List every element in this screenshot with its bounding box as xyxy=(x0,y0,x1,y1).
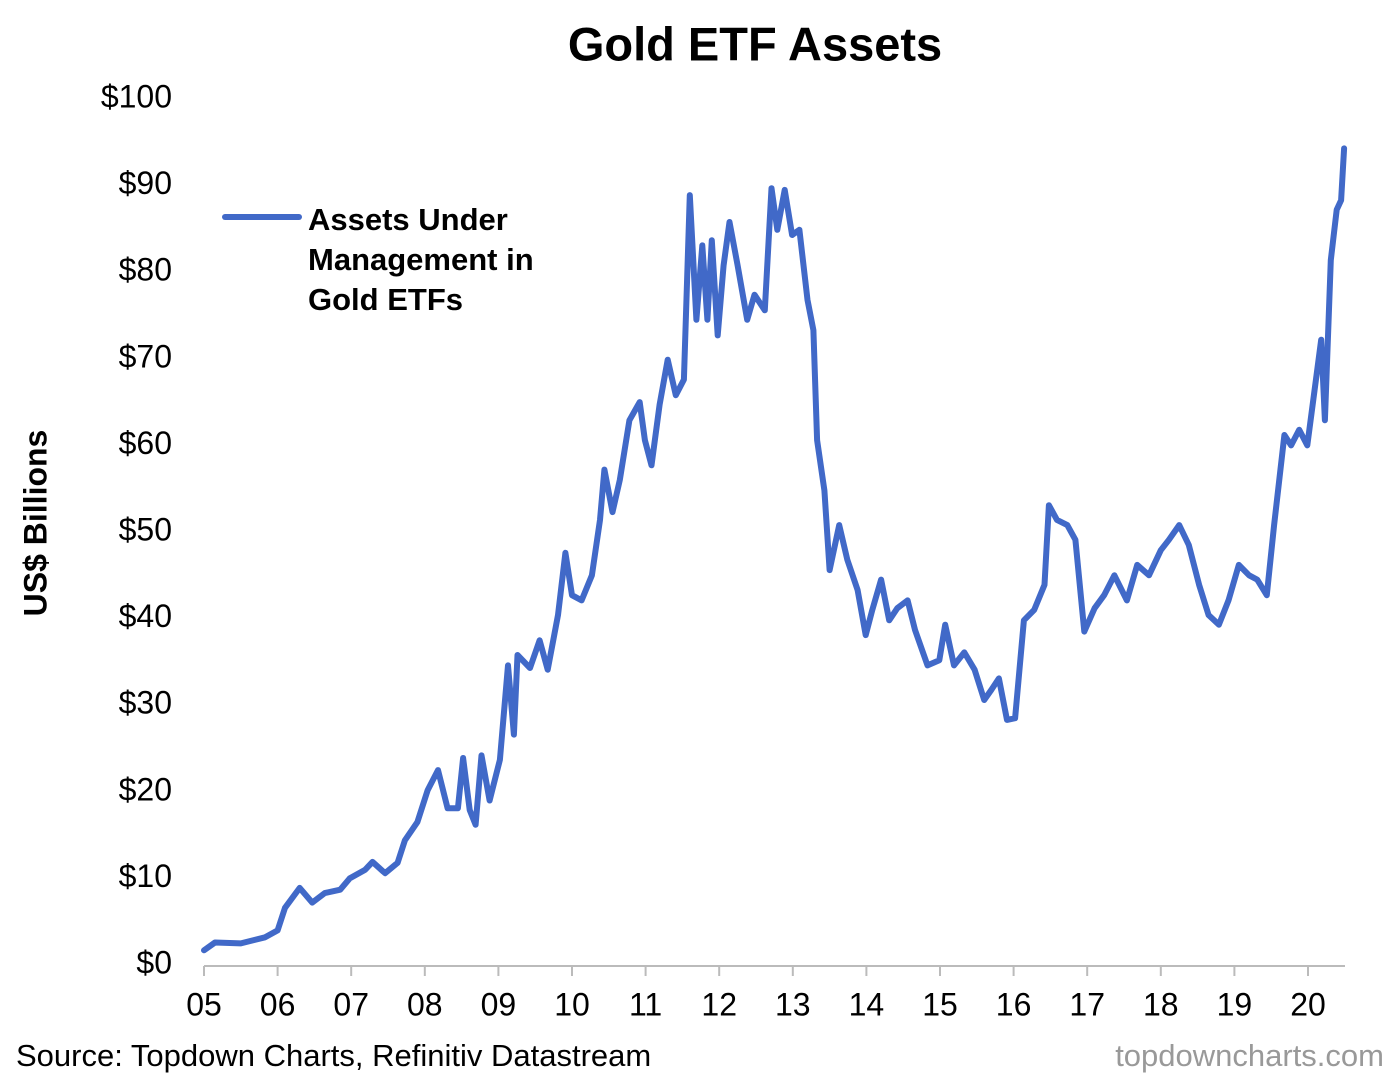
y-tick-label: $90 xyxy=(119,165,172,201)
y-tick-label: $80 xyxy=(119,252,172,288)
legend-label: Assets Under Management in Gold ETFs xyxy=(308,202,534,317)
x-tick-label: 19 xyxy=(1217,986,1253,1022)
x-tick-label: 09 xyxy=(481,986,517,1022)
y-axis-label: US$ Billions xyxy=(17,430,53,617)
y-tick-label: $0 xyxy=(136,944,172,980)
x-tick-label: 18 xyxy=(1143,986,1179,1022)
x-tick-label: 07 xyxy=(333,986,369,1022)
y-tick-label: $60 xyxy=(119,425,172,461)
legend: Assets Under Management in Gold ETFs xyxy=(222,200,548,320)
x-tick-label: 06 xyxy=(260,986,296,1022)
x-tick-label: 13 xyxy=(775,986,811,1022)
y-tick-label: $70 xyxy=(119,338,172,374)
x-tick-label: 08 xyxy=(407,986,443,1022)
x-tick-label: 10 xyxy=(554,986,590,1022)
data-line xyxy=(201,145,1348,954)
y-tick-label: $100 xyxy=(101,78,172,114)
x-tick-label: 12 xyxy=(701,986,737,1022)
x-tick-label: 14 xyxy=(849,986,885,1022)
legend-swatch xyxy=(222,214,302,220)
x-tick-label: 17 xyxy=(1069,986,1105,1022)
x-tick-label: 20 xyxy=(1290,986,1326,1022)
x-tick-label: 15 xyxy=(922,986,958,1022)
y-tick-label: $30 xyxy=(119,685,172,721)
source-note: Source: Topdown Charts, Refinitiv Datast… xyxy=(16,1038,651,1073)
y-tick-label: $20 xyxy=(119,771,172,807)
y-tick-label: $40 xyxy=(119,598,172,634)
y-tick-label: $10 xyxy=(119,858,172,894)
x-tick-label: 16 xyxy=(996,986,1032,1022)
x-tick-label: 11 xyxy=(629,986,662,1022)
chart-title: Gold ETF Assets xyxy=(568,17,942,70)
x-tick-label: 05 xyxy=(186,986,222,1022)
watermark: topdowncharts.com xyxy=(1115,1038,1384,1073)
y-tick-label: $50 xyxy=(119,511,172,547)
